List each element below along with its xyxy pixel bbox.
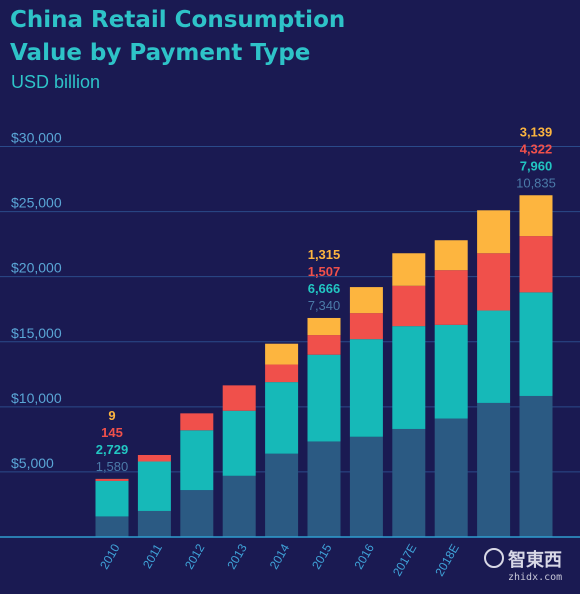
- bar-segment-2016-s1: [349, 339, 383, 437]
- chart-title-line2: Value by Payment Type: [10, 40, 310, 66]
- bar-segment-2020E-s3: [519, 195, 553, 237]
- data-label-2010-1: 145: [101, 425, 123, 440]
- data-label-2015-3: 7,340: [308, 298, 341, 313]
- y-tick-label: $10,000: [11, 390, 62, 406]
- bar-segment-2019E-s0: [477, 402, 511, 537]
- bar-segment-2012-s1: [180, 430, 214, 491]
- chart-title-line1: China Retail Consumption: [10, 7, 345, 33]
- watermark-logo-icon: [484, 548, 504, 568]
- bars: [95, 195, 553, 537]
- bar-segment-2017E-s3: [392, 253, 426, 286]
- y-axis: $5,000 $10,000 $15,000 $20,000 $25,000 $30,00…: [11, 130, 62, 471]
- bar-segment-2013-s0: [222, 475, 256, 537]
- y-tick-label: $20,000: [11, 260, 62, 276]
- bar-segment-2016-s3: [349, 287, 383, 314]
- bar-segment-2011-s1: [137, 461, 171, 511]
- watermark: 智東西 zhidx.com: [484, 548, 562, 583]
- bar-segment-2017E-s1: [392, 326, 426, 429]
- data-label-2010-2: 2,729: [96, 442, 129, 457]
- y-tick-label: $25,000: [11, 195, 62, 211]
- bar-segment-2010-s0: [95, 516, 129, 537]
- data-label-2020E-0: 3,139: [520, 124, 553, 139]
- bar-segment-2012-s0: [180, 490, 214, 537]
- bar-segment-2015-s3: [307, 317, 341, 336]
- bar-segment-2012-s2: [180, 413, 214, 431]
- bar-segment-2015-s1: [307, 354, 341, 442]
- bar-segment-2015-s2: [307, 335, 341, 355]
- data-label-2010-0: 9: [108, 408, 115, 423]
- bar-segment-2016-s2: [349, 313, 383, 340]
- bar-segment-2018E-s2: [434, 270, 468, 325]
- y-tick-label: $15,000: [11, 325, 62, 341]
- bar-segment-2010-s1: [95, 480, 129, 517]
- bar-segment-2019E-s1: [477, 310, 511, 403]
- data-label-2015-1: 1,507: [308, 264, 341, 279]
- bar-segment-2014-s0: [265, 453, 299, 537]
- bar-segment-2015-s0: [307, 441, 341, 537]
- watermark-subtext: zhidx.com: [508, 572, 562, 583]
- bar-segment-2019E-s3: [477, 210, 511, 254]
- bar-segment-2017E-s2: [392, 285, 426, 327]
- data-label-2020E-2: 7,960: [520, 158, 553, 173]
- bar-segment-2017E-s0: [392, 428, 426, 537]
- bar-segment-2016-s0: [349, 436, 383, 537]
- bar-segment-2011-s2: [137, 455, 171, 462]
- bar-segment-2014-s1: [265, 382, 299, 454]
- bar-segment-2014-s2: [265, 364, 299, 383]
- data-label-2020E-3: 10,835: [516, 175, 556, 190]
- y-tick-label: $30,000: [11, 130, 62, 146]
- bar-segment-2014-s3: [265, 343, 299, 365]
- bar-segment-2013-s1: [222, 410, 256, 476]
- bar-segment-2010-s2: [95, 479, 129, 481]
- bar-segment-2020E-s2: [519, 236, 553, 293]
- bar-segment-2018E-s0: [434, 418, 468, 537]
- bar-segment-2020E-s1: [519, 292, 553, 396]
- data-label-2015-2: 6,666: [308, 281, 341, 296]
- data-labels: 9 145 2,729 1,580 1,315 1,507 6,666 7,340 3,139 4…: [96, 124, 556, 474]
- y-tick-label: $5,000: [11, 455, 54, 471]
- bar-segment-2018E-s1: [434, 324, 468, 419]
- chart-subtitle: USD billion: [11, 72, 100, 92]
- bar-segment-2019E-s2: [477, 253, 511, 311]
- data-label-2010-3: 1,580: [96, 459, 129, 474]
- bar-segment-2020E-s0: [519, 395, 553, 537]
- bar-segment-2011-s0: [137, 510, 171, 537]
- watermark-text: 智東西: [508, 549, 562, 571]
- bar-segment-2018E-s3: [434, 240, 468, 271]
- data-label-2020E-1: 4,322: [520, 141, 553, 156]
- data-label-2015-0: 1,315: [308, 247, 341, 262]
- bar-segment-2013-s2: [222, 385, 256, 411]
